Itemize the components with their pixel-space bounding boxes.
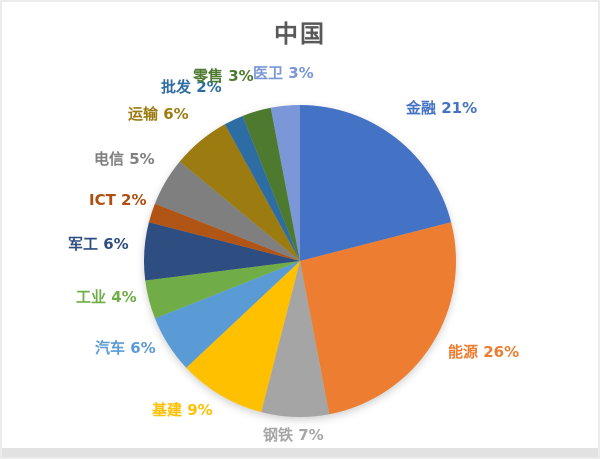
pie-slice-批发[interactable] <box>224 115 300 261</box>
pie-slice-电信[interactable] <box>154 161 300 261</box>
pie-slice-医卫[interactable] <box>270 105 300 261</box>
pie-slice-汽车[interactable] <box>154 261 300 368</box>
pie-slice-金融[interactable] <box>300 105 452 261</box>
window-bottom-edge <box>2 448 598 457</box>
pie-slice-零售[interactable] <box>242 107 300 261</box>
pie-slice-工业[interactable] <box>145 261 300 319</box>
pie-slice-能源[interactable] <box>300 222 457 415</box>
pie-slice-基建[interactable] <box>186 261 300 413</box>
chart-title: 中国 <box>274 20 326 48</box>
pie-slice-钢铁[interactable] <box>261 261 330 418</box>
pie-slice-运输[interactable] <box>179 124 300 261</box>
pie-slice-军工[interactable] <box>143 222 300 281</box>
pie-slice-ICT[interactable] <box>148 203 300 261</box>
